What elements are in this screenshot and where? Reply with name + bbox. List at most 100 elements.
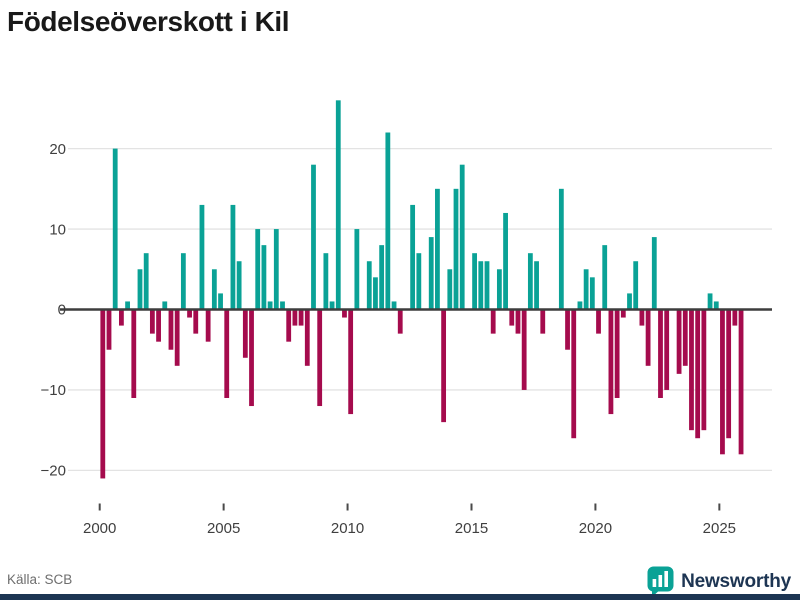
bar [689, 309, 694, 431]
bar [267, 301, 273, 310]
y-axis-label: −10 [41, 382, 66, 399]
x-axis-label: 2005 [207, 520, 240, 537]
bar [149, 309, 155, 334]
bar [218, 293, 223, 310]
bar [156, 309, 161, 342]
bar [311, 164, 316, 310]
x-axis-label: 2025 [703, 520, 736, 537]
bar [453, 188, 459, 310]
bar [230, 204, 236, 310]
x-axis-label: 2000 [83, 520, 116, 537]
bar [620, 309, 626, 318]
bar [602, 245, 608, 310]
bar [391, 301, 397, 310]
chart-title: Födelseöverskott i Kil [7, 6, 290, 37]
bar [627, 293, 632, 310]
bar [503, 212, 508, 310]
bar [329, 301, 335, 310]
bar [614, 309, 620, 398]
bar [484, 261, 490, 310]
bar [354, 229, 360, 310]
bar [738, 309, 744, 455]
bar [720, 309, 725, 455]
x-axis-label: 2020 [579, 520, 612, 537]
bar [441, 309, 447, 423]
bar [435, 188, 440, 310]
bar [589, 277, 595, 310]
bar [713, 301, 719, 310]
footer-strip [0, 594, 800, 600]
bar [565, 309, 570, 350]
bar [385, 132, 391, 310]
bar [335, 100, 341, 310]
bar [249, 309, 254, 407]
bar [701, 309, 707, 431]
bar [106, 309, 112, 350]
bar [416, 253, 422, 310]
bar [342, 309, 347, 318]
bar [168, 309, 174, 350]
bar [527, 253, 533, 310]
bar [174, 309, 180, 366]
x-axis-label: 2015 [455, 520, 488, 537]
bar [236, 261, 242, 310]
source-label: Källa: SCB [7, 572, 73, 587]
bar [162, 301, 168, 310]
bar [577, 301, 583, 310]
bar [286, 309, 292, 342]
bar [447, 269, 453, 310]
bar [199, 204, 205, 310]
bar [410, 204, 416, 310]
y-axis-label: 10 [49, 221, 66, 238]
bar [366, 261, 372, 310]
bar [373, 277, 378, 310]
bar [571, 309, 577, 439]
bar [261, 245, 267, 310]
bar [664, 309, 670, 390]
bar [608, 309, 614, 415]
bar [379, 245, 385, 310]
bar [682, 309, 688, 366]
bar [131, 309, 137, 398]
bar [224, 309, 230, 398]
bar [651, 237, 657, 310]
bar [496, 269, 502, 310]
bar [459, 164, 465, 310]
bar [112, 148, 118, 310]
bar [596, 309, 601, 334]
bar [645, 309, 651, 366]
bar [676, 309, 682, 374]
y-axis-label: 20 [49, 141, 66, 158]
bar [125, 301, 130, 310]
bar [193, 309, 199, 334]
bar [273, 229, 279, 310]
bar [119, 309, 124, 326]
bar [187, 309, 192, 318]
bar [732, 309, 738, 326]
bar [255, 229, 261, 310]
bar [304, 309, 310, 366]
bar [583, 269, 589, 310]
bar [695, 309, 701, 439]
bar [428, 237, 434, 310]
bar [397, 309, 403, 334]
bar [211, 269, 217, 310]
bar [180, 253, 186, 310]
bar [658, 309, 663, 398]
bar [540, 309, 546, 334]
x-axis-label: 2010 [331, 520, 364, 537]
bar [323, 253, 329, 310]
bar [521, 309, 527, 390]
bar [472, 253, 477, 310]
bar [137, 269, 143, 310]
bar [639, 309, 645, 326]
bar [242, 309, 248, 358]
newsworthy-brand: Newsworthy [647, 566, 791, 598]
bar [726, 309, 732, 439]
bar [534, 261, 539, 310]
y-axis-label: 0 [58, 302, 66, 319]
newsworthy-wordmark: Newsworthy [681, 571, 791, 592]
bar [280, 301, 285, 310]
bar [348, 309, 354, 415]
